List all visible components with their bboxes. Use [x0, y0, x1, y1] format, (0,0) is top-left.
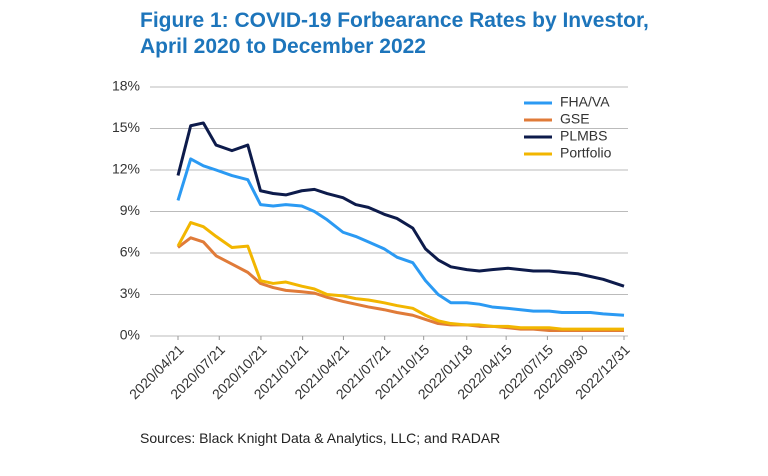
y-tick-label: 18%: [112, 78, 140, 94]
legend-label: GSE: [560, 111, 590, 127]
legend-label: FHA/VA: [560, 94, 610, 110]
legend-label: Portfolio: [560, 145, 612, 161]
series-line: [177, 236, 624, 332]
legend-label: PLMBS: [560, 128, 607, 144]
series-line: [176, 221, 624, 331]
source-note: Sources: Black Knight Data & Analytics, …: [140, 430, 501, 446]
series-line: [176, 121, 625, 288]
y-tick-label: 15%: [112, 119, 140, 135]
y-tick-label: 9%: [120, 202, 140, 218]
y-tick-label: 6%: [120, 244, 140, 260]
y-tick-label: 0%: [120, 327, 140, 343]
y-tick-label: 3%: [120, 285, 140, 301]
series-line: [176, 157, 625, 317]
chart-title: Figure 1: COVID-19 Forbearance Rates by …: [140, 9, 649, 58]
y-tick-label: 12%: [112, 161, 140, 177]
